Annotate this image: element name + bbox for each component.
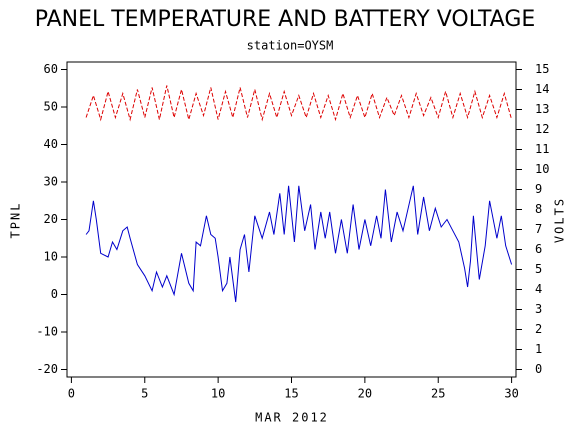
series-line: [85, 185, 513, 303]
y2-tick-label: 8: [535, 202, 542, 216]
x-axis-label: MAR 2012: [255, 411, 329, 425]
y2-tick-label: 12: [535, 122, 549, 136]
y-tick-label: 10: [44, 250, 58, 264]
series-line: [85, 85, 513, 122]
y-tick-label: -20: [36, 362, 58, 376]
y2-tick-label: 11: [535, 142, 549, 156]
y2-tick-label: 10: [535, 162, 549, 176]
y-tick-label: 40: [44, 137, 58, 151]
y-tick-label: 0: [51, 287, 58, 301]
y2-tick-label: 6: [535, 242, 542, 256]
y2-tick-label: 13: [535, 102, 549, 116]
y2-tick-label: 7: [535, 222, 542, 236]
y2-tick-label: 3: [535, 302, 542, 316]
x-tick-label: 20: [358, 387, 372, 401]
x-tick-label: 30: [504, 387, 518, 401]
y2-tick-label: 9: [535, 182, 542, 196]
y-tick-label: 30: [44, 175, 58, 189]
y2-tick-label: 4: [535, 282, 542, 296]
y2-tick-label: 1: [535, 342, 542, 356]
x-tick-label: 0: [68, 387, 75, 401]
chart-subtitle: station=OYSM: [247, 39, 334, 53]
y2-tick-label: 5: [535, 262, 542, 276]
y2-tick-label: 2: [535, 322, 542, 336]
x-tick-label: 10: [211, 387, 225, 401]
y2-axis-label: VOLTS: [553, 197, 567, 243]
chart-title: PANEL TEMPERATURE AND BATTERY VOLTAGE: [35, 7, 536, 32]
y-tick-label: -10: [36, 325, 58, 339]
y2-tick-label: 14: [535, 82, 549, 96]
plot-frame: [66, 61, 517, 378]
y2-tick-label: 15: [535, 62, 549, 76]
y-tick-label: 60: [44, 62, 58, 76]
y2-tick-label: 0: [535, 362, 542, 376]
x-tick-label: 5: [141, 387, 148, 401]
y-tick-label: 20: [44, 212, 58, 226]
x-tick-label: 15: [284, 387, 298, 401]
y-axis-label: TPNL: [9, 202, 23, 239]
y-tick-label: 50: [44, 100, 58, 114]
x-tick-label: 25: [431, 387, 445, 401]
